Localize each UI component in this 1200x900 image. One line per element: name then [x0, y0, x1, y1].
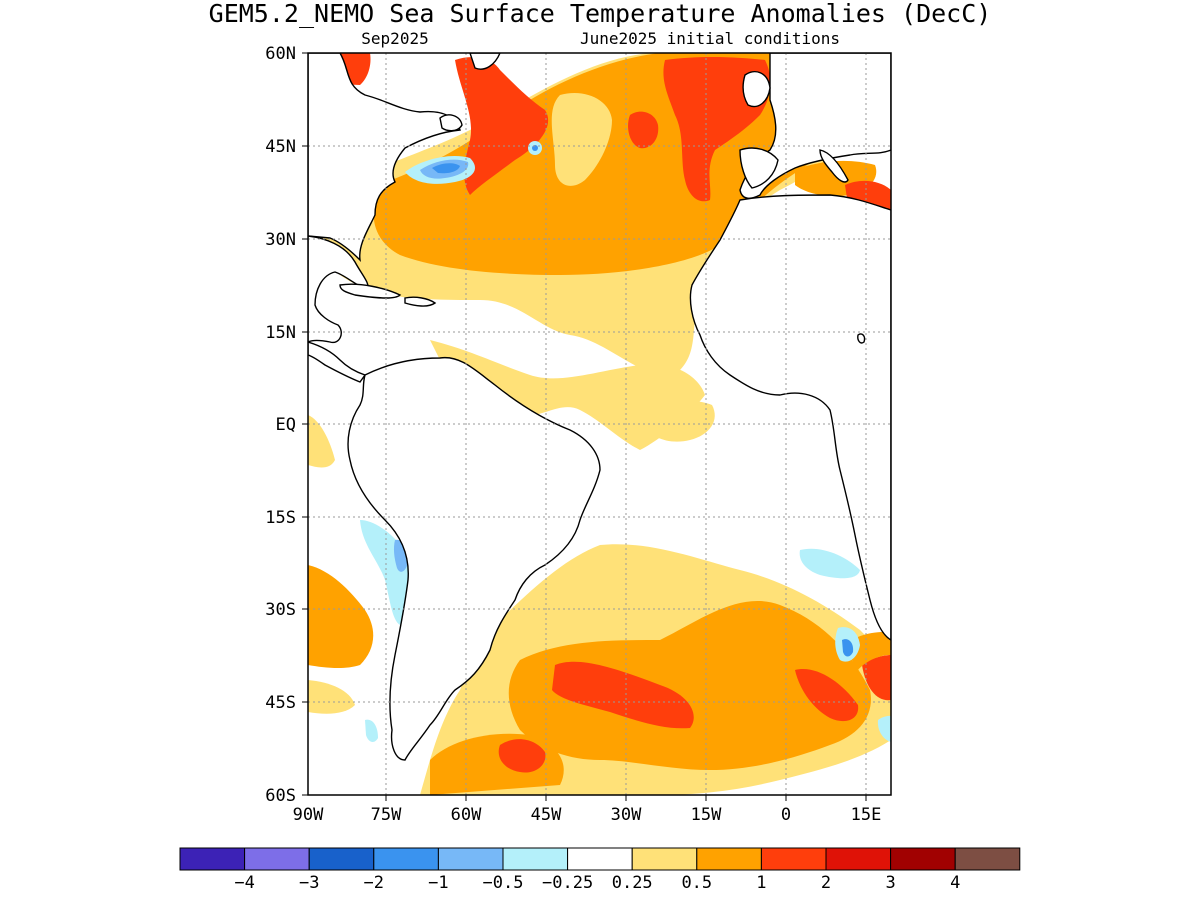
anomaly-1-south-central — [552, 661, 694, 729]
iberia — [739, 147, 779, 189]
lat-label: 60S — [265, 786, 296, 806]
cuba — [339, 283, 402, 299]
colorbar-label: 4 — [950, 873, 960, 893]
south-atlantic-anomalies — [420, 544, 891, 795]
hispaniola — [404, 296, 437, 307]
lat-label: 30S — [265, 600, 296, 620]
cool-0-25-patagonia — [365, 719, 378, 742]
land-masses — [308, 53, 891, 761]
lat-label: 15S — [265, 508, 296, 528]
cool-1-patch-north — [432, 163, 460, 174]
lat-label: EQ — [276, 415, 296, 435]
lon-label: 45W — [531, 805, 562, 825]
central-america — [308, 341, 367, 383]
anomaly-0-25-patch-guinea — [645, 400, 715, 442]
anomaly-1-cape — [862, 655, 891, 701]
latitude-labels: 60N 45N 30N 15N EQ 15S 30S 45S 60S — [265, 44, 296, 806]
lon-label: 90W — [293, 805, 324, 825]
colorbar-label: 1 — [756, 873, 766, 893]
north-atlantic-anomalies — [308, 53, 891, 450]
colorbar-swatch — [502, 847, 569, 871]
colorbar: −4 −3 −2 −1 −0.5 −0.25 0.25 0.5 1 2 3 4 — [179, 847, 1021, 893]
north-cool-anomaly — [405, 141, 542, 184]
anomaly-0-25-patch-north — [551, 92, 612, 186]
anomaly-0-25-pacific-south-west — [308, 680, 355, 714]
anomaly-1-drake — [498, 739, 546, 773]
colorbar-label: −4 — [234, 873, 254, 893]
africa — [689, 194, 891, 641]
lat-label: 45N — [265, 137, 296, 157]
anomaly-0-25-band-tropical — [430, 340, 705, 450]
lat-label: 45S — [265, 693, 296, 713]
initial-conditions-label: June2025 initial conditions — [580, 29, 840, 48]
colorbar-swatch — [760, 847, 827, 871]
anomaly-1-mid-ocean-spot — [628, 111, 659, 149]
british-isles — [742, 71, 771, 108]
colorbar-swatch — [244, 847, 310, 871]
colorbar-swatch — [696, 847, 762, 871]
lat-label: 60N — [265, 44, 296, 64]
colorbar-label: 0.5 — [681, 873, 712, 893]
lon-label: 75W — [371, 805, 402, 825]
colorbar-label: −2 — [364, 873, 384, 893]
madagascar-edge — [857, 333, 866, 344]
colorbar-label: 3 — [885, 873, 895, 893]
lon-label: 30W — [611, 805, 642, 825]
lon-label: 15E — [851, 805, 882, 825]
figure-title: GEM5.2_NEMO Sea Surface Temperature Anom… — [209, 0, 992, 28]
colorbar-label: 0.25 — [612, 873, 653, 893]
colorbar-swatch — [890, 847, 956, 871]
colorbar-swatch — [373, 847, 439, 871]
anomaly-0-25-pacific-equatorial — [308, 415, 335, 468]
graticule — [308, 53, 891, 795]
longitude-ticks — [385, 795, 867, 801]
colorbar-swatch — [825, 847, 892, 871]
north-america-gulf — [308, 235, 369, 344]
newfoundland — [439, 114, 463, 132]
colorbar-swatch — [179, 847, 246, 871]
anomaly-1-north-west — [455, 57, 549, 196]
italy — [819, 149, 849, 183]
latitude-ticks — [302, 52, 308, 796]
cool-1-agulhas — [842, 639, 854, 657]
colorbar-label: −3 — [299, 873, 319, 893]
colorbar-label: −0.25 — [542, 873, 593, 893]
lon-label: 15W — [691, 805, 722, 825]
colorbar-label: −0.5 — [483, 873, 524, 893]
anomaly-0-5-band-south — [508, 600, 871, 770]
colorbar-label: 2 — [821, 873, 831, 893]
lon-label: 0 — [781, 805, 791, 825]
longitude-labels: 90W 75W 60W 45W 30W 15W 0 15E — [293, 805, 882, 825]
south-america — [347, 356, 601, 761]
colorbar-swatch — [954, 847, 1021, 871]
colorbar-swatch — [308, 847, 375, 871]
map-panel — [308, 53, 891, 795]
anomaly-0-5-pacific-south — [308, 565, 374, 669]
cool-0-25-east-edge — [877, 715, 891, 742]
lon-label: 60W — [451, 805, 482, 825]
colorbar-label: −1 — [428, 873, 448, 893]
north-america — [308, 53, 461, 262]
anomaly-0-5-cape — [850, 631, 891, 670]
anomaly-1-south-east — [795, 669, 859, 722]
colorbar-swatch — [567, 847, 633, 871]
east-pacific-anomalies — [308, 415, 410, 742]
lat-label: 30N — [265, 230, 296, 250]
cool-0-25-benguela — [799, 548, 860, 579]
lat-label: 15N — [265, 323, 296, 343]
colorbar-swatch — [631, 847, 698, 871]
colorbar-swatch — [437, 847, 504, 871]
valid-month-label: Sep2025 — [361, 29, 428, 48]
